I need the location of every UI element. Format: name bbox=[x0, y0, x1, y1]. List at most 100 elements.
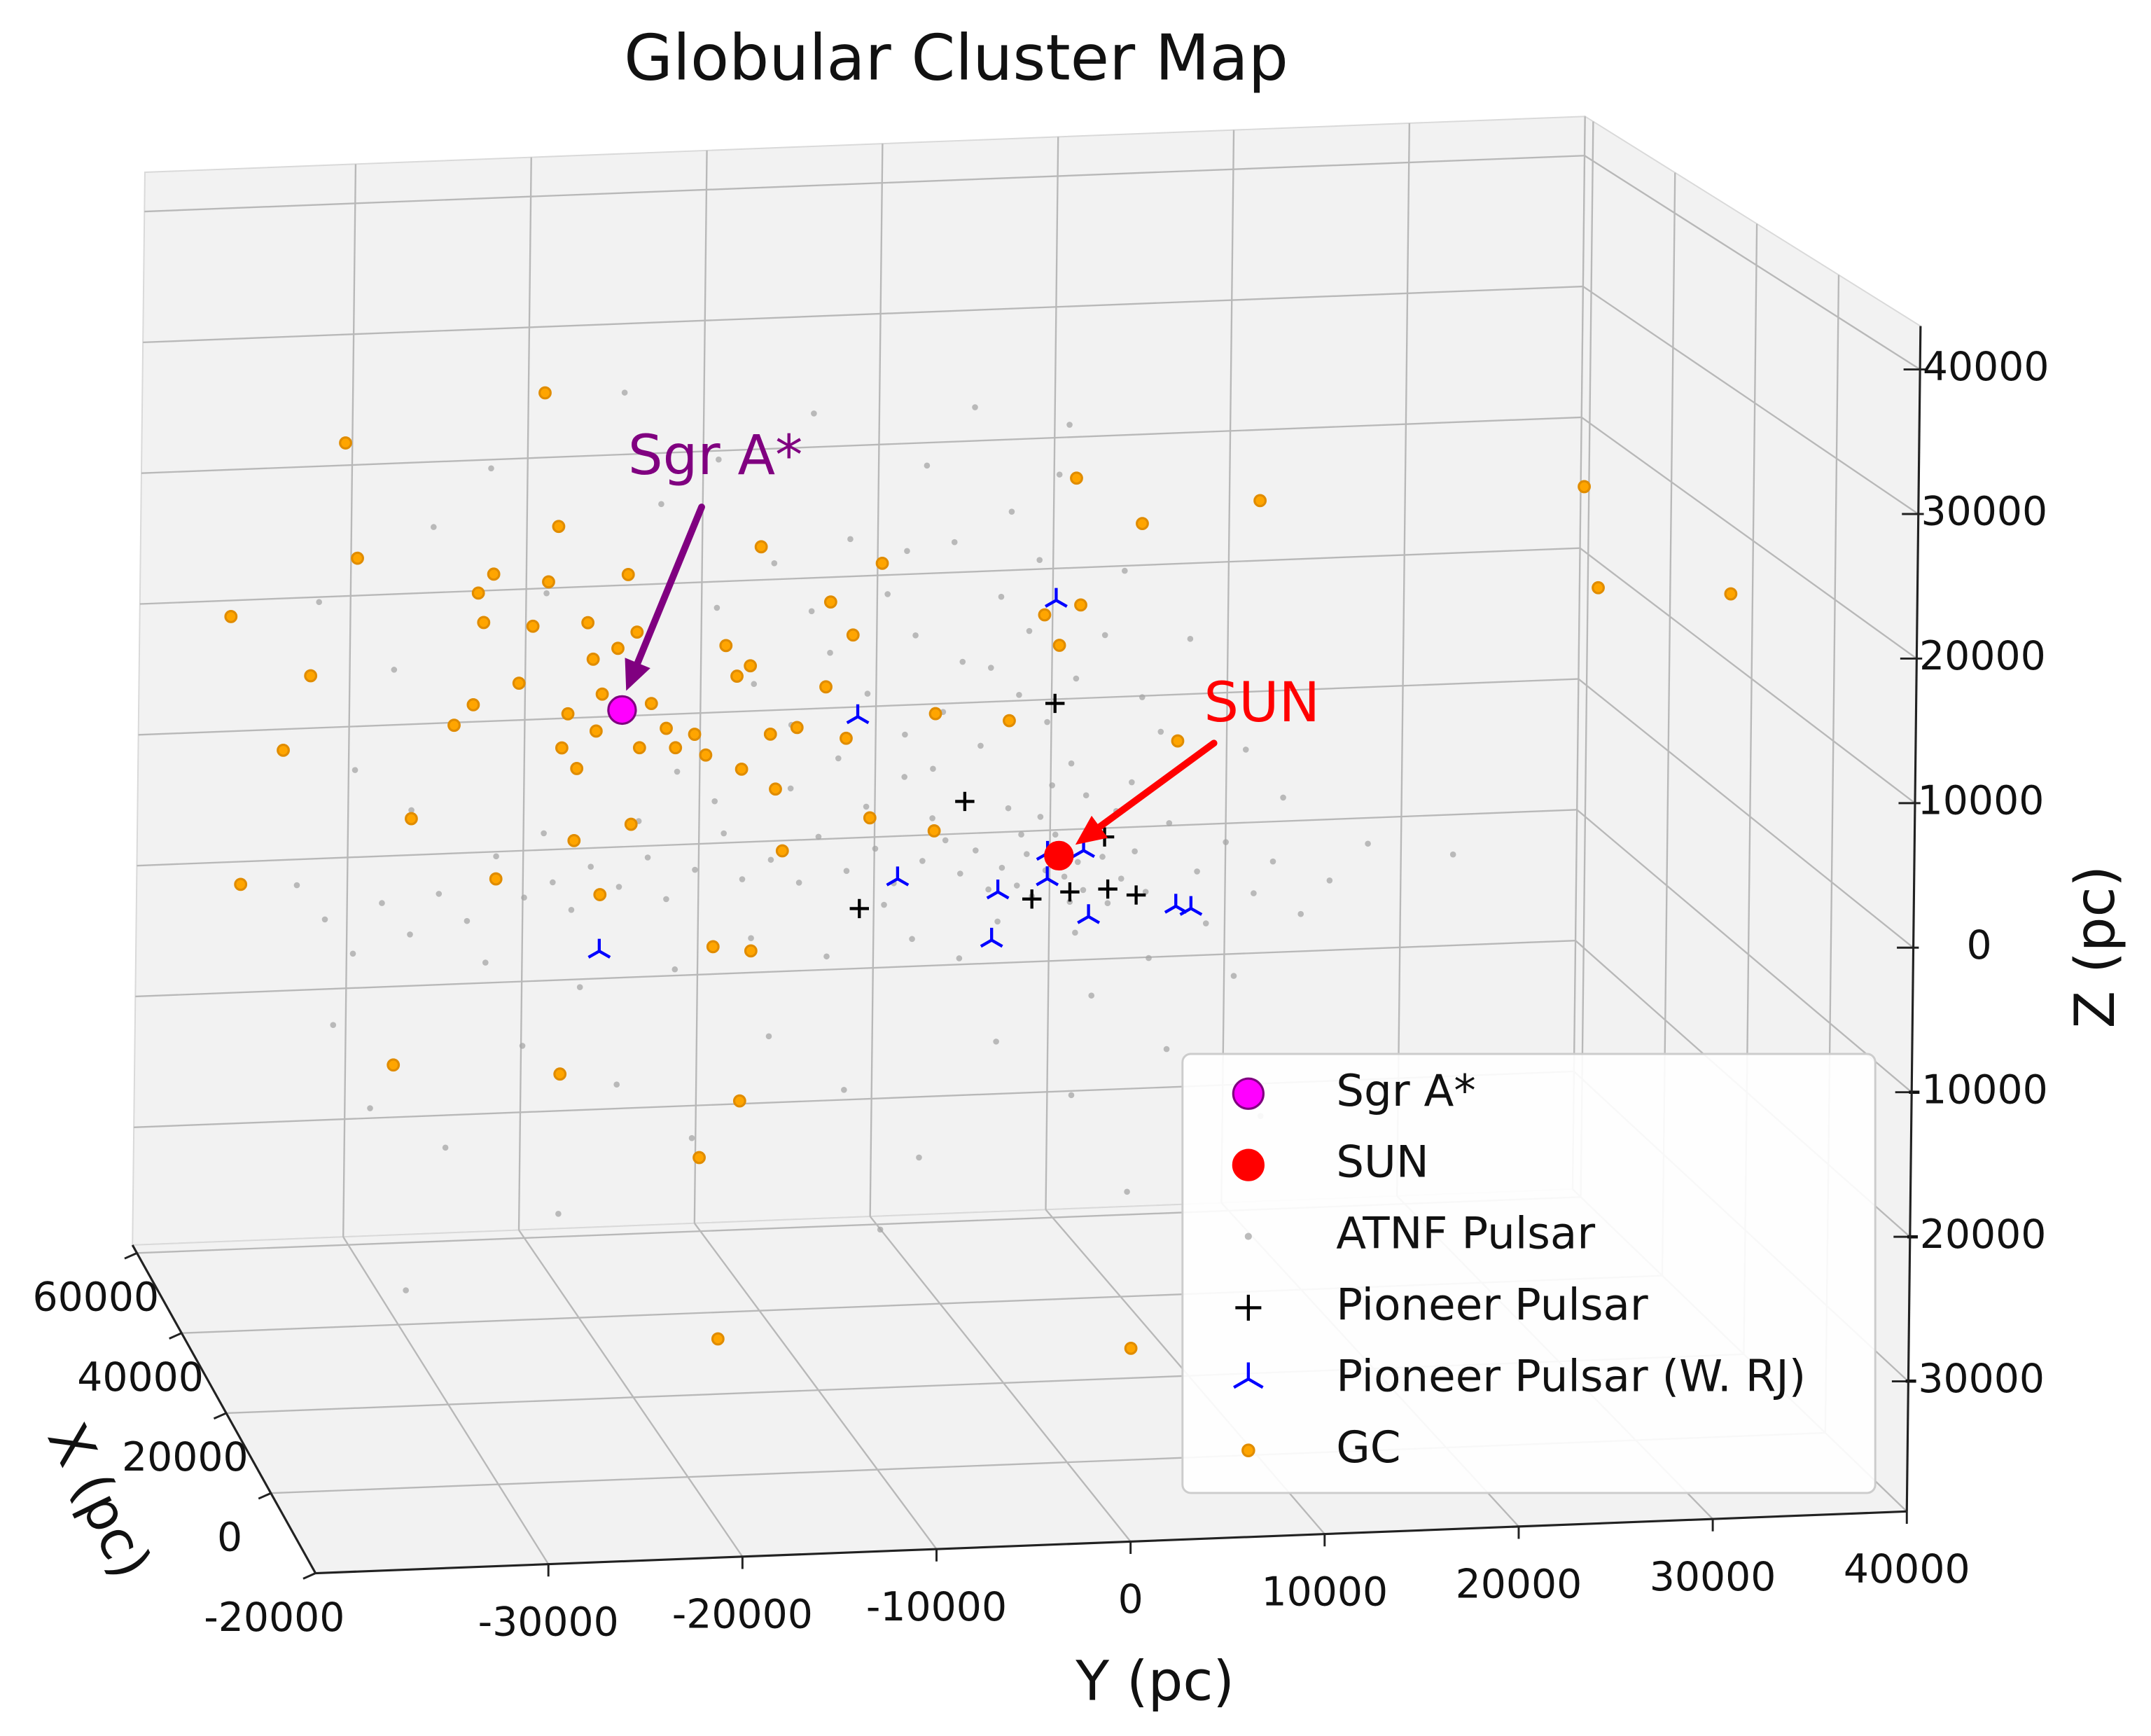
data-point bbox=[977, 742, 984, 749]
data-point bbox=[846, 704, 870, 725]
data-point bbox=[795, 880, 802, 886]
data-point bbox=[763, 727, 777, 741]
data-point bbox=[671, 966, 678, 973]
grid-line bbox=[1579, 547, 1916, 804]
annotation-arrow bbox=[1096, 739, 1218, 831]
data-point bbox=[1126, 885, 1146, 905]
data-point bbox=[744, 659, 758, 673]
data-point bbox=[930, 765, 936, 772]
data-point bbox=[489, 872, 503, 886]
data-point bbox=[552, 520, 566, 534]
data-point bbox=[769, 782, 782, 796]
series-group bbox=[224, 386, 1738, 1355]
x-tick bbox=[258, 1492, 272, 1500]
x-tick-label: 60000 bbox=[32, 1275, 159, 1321]
data-point bbox=[716, 456, 722, 463]
grid-line bbox=[144, 155, 1585, 213]
data-point bbox=[611, 641, 625, 655]
data-point bbox=[512, 676, 526, 690]
data-point bbox=[987, 665, 994, 671]
x-tick bbox=[213, 1412, 227, 1420]
data-point bbox=[447, 718, 461, 732]
data-point bbox=[985, 886, 991, 893]
data-point bbox=[593, 888, 607, 901]
legend-label: Sgr A* bbox=[1336, 1065, 1476, 1116]
data-point bbox=[1052, 639, 1066, 652]
data-point bbox=[980, 927, 1003, 948]
data-point bbox=[808, 608, 815, 615]
data-point bbox=[927, 824, 941, 838]
data-point bbox=[1124, 1188, 1130, 1195]
grid-line bbox=[1220, 130, 1235, 1203]
y-axis-label: Y (pc) bbox=[1075, 1650, 1234, 1714]
data-point bbox=[811, 410, 817, 417]
legend-item: Pioneer Pulsar (W. RJ) bbox=[1233, 1350, 1806, 1401]
axes: -30000 -20000 -10000 0 10000 20000 30000 40000 -… bbox=[32, 326, 2049, 1645]
data-point bbox=[1024, 851, 1030, 857]
data-point bbox=[1146, 954, 1152, 961]
data-point bbox=[587, 938, 611, 959]
data-point bbox=[1157, 728, 1164, 735]
data-point bbox=[613, 1081, 620, 1088]
data-point bbox=[1280, 794, 1286, 801]
data-point bbox=[1122, 567, 1128, 574]
data-point bbox=[561, 707, 575, 721]
data-point bbox=[1070, 471, 1083, 485]
data-point bbox=[1056, 471, 1063, 478]
data-point bbox=[330, 1022, 337, 1028]
z-tick-label: 10000 bbox=[1918, 777, 2045, 824]
annotation-text: Sgr A* bbox=[628, 424, 802, 487]
data-point bbox=[1251, 890, 1257, 896]
data-point bbox=[916, 1154, 922, 1161]
data-point bbox=[349, 950, 356, 957]
data-point bbox=[436, 891, 443, 897]
y-tick-label: -20000 bbox=[672, 1592, 813, 1638]
data-point bbox=[1592, 581, 1605, 595]
data-point bbox=[1449, 851, 1456, 858]
grid-line bbox=[141, 416, 1582, 474]
legend: Sgr A* SUN ATNF Pulsar Pioneer Pulsar Pionee… bbox=[1181, 1053, 1877, 1494]
data-point bbox=[823, 595, 837, 609]
data-point bbox=[621, 389, 628, 396]
data-point bbox=[1124, 1341, 1138, 1355]
data-point bbox=[669, 741, 683, 755]
x-tick bbox=[124, 1252, 138, 1260]
legend-marker bbox=[1241, 1443, 1255, 1457]
data-point bbox=[843, 868, 850, 875]
legend-label: SUN bbox=[1336, 1137, 1429, 1188]
data-point bbox=[367, 1105, 373, 1111]
legend-label: Pioneer Pulsar bbox=[1336, 1279, 1648, 1330]
data-point bbox=[909, 936, 915, 943]
chart-title: Globular Cluster Map bbox=[624, 21, 1288, 95]
data-point bbox=[771, 560, 778, 567]
grid-line bbox=[693, 1223, 938, 1550]
data-point bbox=[493, 853, 499, 860]
data-point bbox=[901, 774, 908, 780]
grid-line bbox=[1584, 155, 1921, 370]
data-point bbox=[699, 748, 713, 762]
data-point bbox=[1003, 714, 1016, 728]
data-point bbox=[835, 755, 842, 762]
grid-line bbox=[143, 285, 1583, 344]
data-point bbox=[630, 625, 644, 639]
legend-marker bbox=[1244, 1232, 1252, 1240]
data-point bbox=[1077, 904, 1101, 924]
x-tick-label: 20000 bbox=[122, 1434, 249, 1480]
z-tick-label: -10000 bbox=[1907, 1067, 2048, 1113]
data-point bbox=[587, 863, 594, 870]
data-point bbox=[576, 984, 583, 990]
data-point bbox=[739, 876, 746, 882]
data-point bbox=[1129, 779, 1135, 786]
data-point bbox=[293, 882, 300, 889]
legend-label: GC bbox=[1336, 1422, 1400, 1473]
data-point bbox=[872, 845, 879, 852]
data-point bbox=[595, 687, 609, 701]
data-point bbox=[555, 1211, 562, 1217]
y-tick-label: 40000 bbox=[1844, 1546, 1970, 1592]
data-point bbox=[735, 762, 749, 776]
data-point bbox=[1013, 882, 1020, 889]
data-point bbox=[846, 628, 860, 642]
data-point bbox=[744, 944, 758, 958]
data-point bbox=[1016, 691, 1022, 698]
data-point bbox=[688, 1134, 695, 1141]
